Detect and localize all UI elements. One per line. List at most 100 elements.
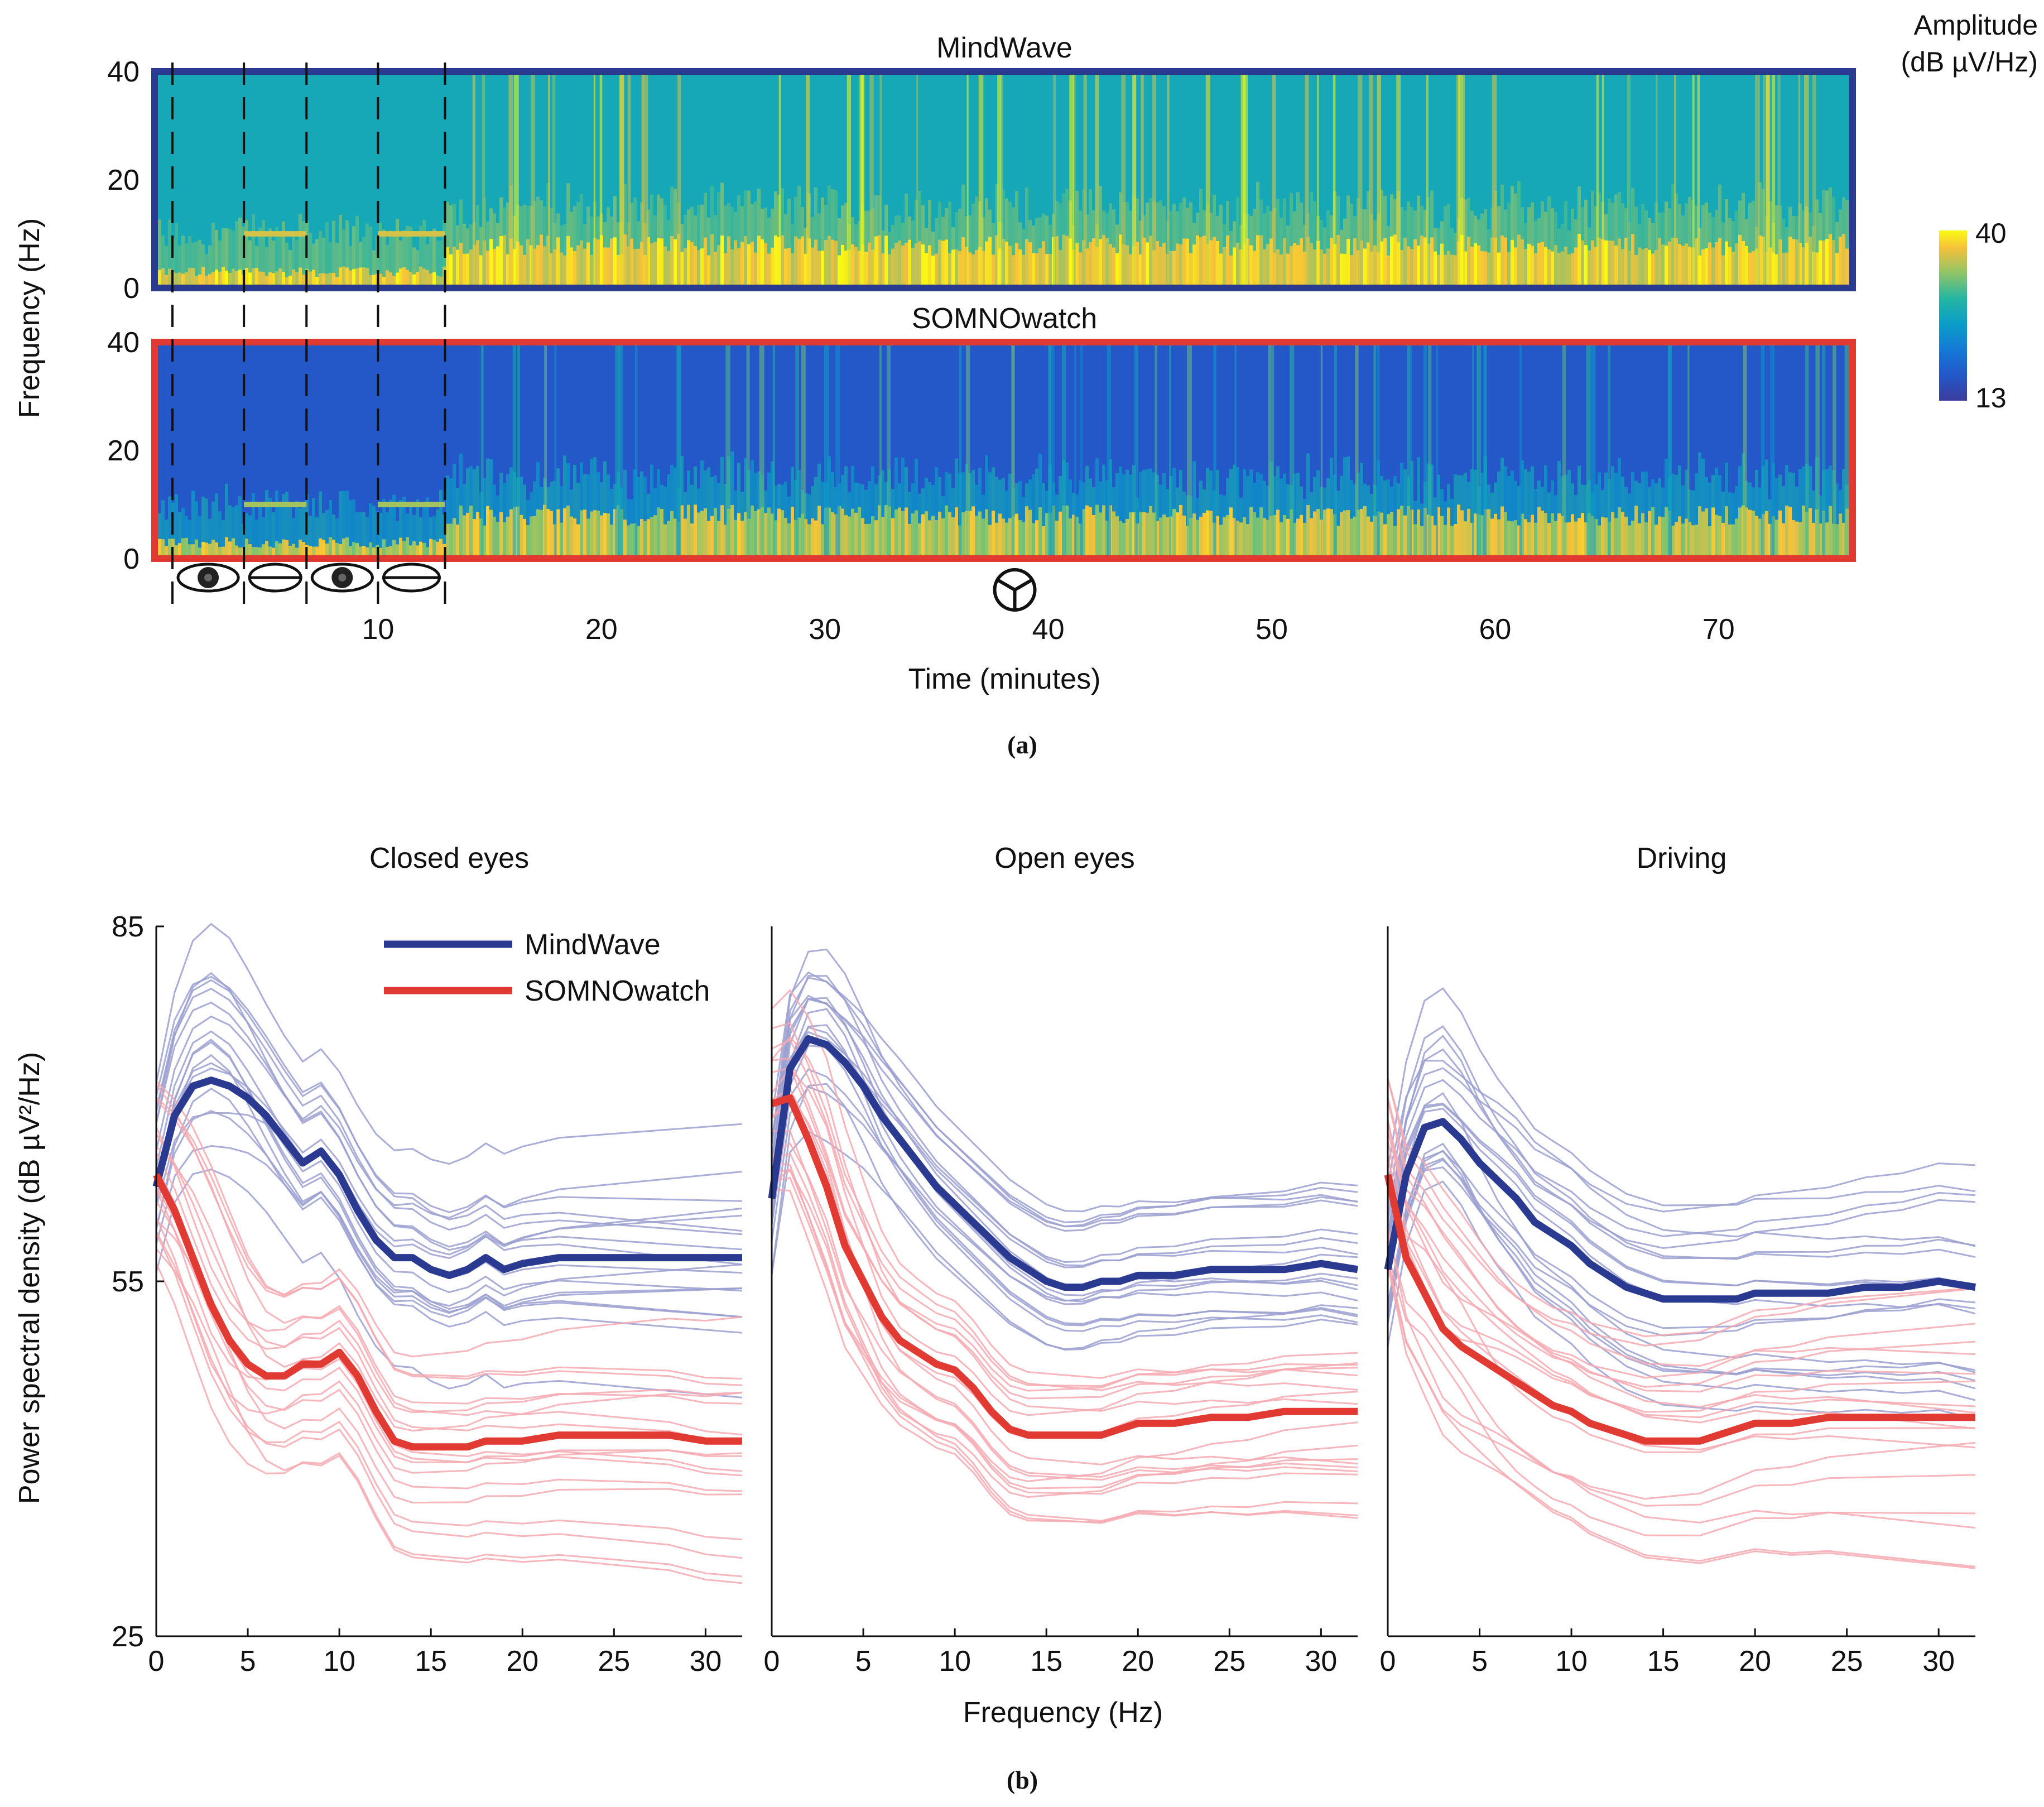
mindwave-mean-line [768, 1035, 1359, 1291]
closed-eye-icon [248, 563, 302, 593]
time-tick-label: 30 [809, 613, 841, 646]
subject-trace [155, 979, 743, 1213]
psd-x-tick-label: 30 [1305, 1645, 1337, 1678]
psd-x-axis-label: Frequency (Hz) [963, 1697, 1163, 1729]
time-axis: 10 20 30 40 50 60 70 [362, 613, 1734, 646]
subject-trace [1387, 1034, 1976, 1249]
spectrogram-y-tick: 40 [107, 326, 140, 359]
legend-mindwave-label: MindWave [525, 929, 661, 961]
subject-trace [1387, 1264, 1976, 1568]
subject-trace [771, 1068, 1358, 1416]
phase-icons [176, 563, 1037, 612]
subject-trace [1387, 1078, 1976, 1338]
subject-trace [1387, 1159, 1976, 1337]
subject-trace [155, 1087, 743, 1318]
subject-trace [1387, 1048, 1976, 1260]
time-tick-label: 70 [1702, 613, 1735, 646]
psd-x-tick-label: 15 [1647, 1645, 1680, 1678]
subject-trace [771, 1031, 1358, 1263]
subject-trace [1387, 1123, 1976, 1379]
subject-trace [1387, 1121, 1976, 1393]
subject-trace [155, 1084, 743, 1386]
subject-trace [771, 1142, 1358, 1489]
subject-trace [1387, 1261, 1976, 1569]
subject-trace [155, 1219, 743, 1504]
time-axis-label: Time (minutes) [908, 663, 1101, 695]
subject-trace [771, 1188, 1358, 1523]
subject-trace [155, 1097, 743, 1358]
spectrogram-y-axis-label: Frequency (Hz) [13, 218, 46, 418]
subject-trace [771, 1039, 1358, 1387]
psd-y-tick-label: 85 [112, 911, 144, 943]
subject-trace [1387, 1142, 1976, 1401]
colorbar-title-line1: Amplitude [1914, 9, 2038, 41]
mindwave-mean-line [152, 1076, 742, 1279]
subject-trace [155, 1015, 743, 1219]
subject-trace [155, 1099, 743, 1436]
subject-trace [1387, 1166, 1976, 1390]
psd-subplot: Open eyes 0 5 10 15 20 25 30 [764, 842, 1359, 1678]
subject-trace [771, 1035, 1358, 1400]
psd-subplot-title: Driving [1637, 842, 1727, 874]
spectrogram-y-tick: 0 [123, 272, 140, 305]
subject-trace [155, 975, 743, 1232]
subject-trace [155, 922, 743, 1165]
subject-trace [1387, 1067, 1976, 1215]
psd-x-tick-label: 15 [415, 1645, 447, 1678]
psd-x-tick-label: 0 [1380, 1645, 1396, 1678]
subject-trace [771, 994, 1358, 1228]
psd-x-tick-label: 20 [1739, 1645, 1771, 1678]
closed-eye-icon [382, 563, 441, 593]
subject-trace [1387, 1060, 1976, 1247]
subject-trace [771, 977, 1358, 1223]
mindwave-mean-line [1384, 1118, 1976, 1303]
subject-trace [1387, 1079, 1976, 1237]
subject-trace [771, 948, 1358, 1232]
subject-trace [1387, 987, 1976, 1207]
subject-trace [771, 989, 1358, 1379]
subject-trace [155, 1112, 743, 1260]
subject-trace [155, 1262, 743, 1578]
amplitude-colorbar: Amplitude (dB µV/Hz) 40 13 [1901, 9, 2038, 414]
subject-trace [155, 1152, 743, 1414]
subject-trace [771, 998, 1358, 1291]
subject-trace [771, 1066, 1358, 1392]
subject-trace [155, 1039, 743, 1318]
psd-legend: MindWave SOMNOwatch [384, 929, 710, 1007]
spectrogram-y-tick: 20 [107, 164, 140, 196]
subject-trace [155, 1127, 743, 1405]
somnowatch-spectrogram-frame [151, 339, 1856, 562]
psd-x-tick-label: 5 [855, 1645, 872, 1678]
somnowatch-mean-line [153, 1173, 742, 1451]
psd-x-tick-label: 0 [148, 1645, 165, 1678]
subject-trace [1387, 1097, 1976, 1347]
psd-subplot: Driving 0 5 10 15 20 25 30 [1380, 842, 1976, 1678]
psd-x-tick-label: 30 [689, 1645, 722, 1678]
subject-trace [1387, 1171, 1976, 1453]
psd-subplot-title: Closed eyes [369, 842, 529, 874]
subject-trace [1387, 1131, 1976, 1388]
subject-trace [771, 1022, 1358, 1391]
spectrogram-y-tick: 20 [107, 435, 140, 467]
psd-x-tick-label: 5 [1471, 1645, 1488, 1678]
psd-x-tick-label: 0 [764, 1645, 780, 1678]
subject-trace [771, 997, 1358, 1296]
colorbar-min-label: 13 [1975, 382, 2007, 414]
subject-trace [1387, 1227, 1976, 1529]
psd-x-tick-label: 25 [1213, 1645, 1245, 1678]
subject-trace [1387, 1156, 1976, 1413]
subject-trace [155, 1169, 743, 1398]
somnowatch-mean-line [771, 1094, 1358, 1439]
time-tick-label: 10 [362, 613, 394, 646]
subject-trace [771, 1045, 1358, 1332]
subject-trace [771, 1068, 1358, 1325]
psd-y-tick-label: 25 [112, 1621, 144, 1653]
subject-trace [1387, 1092, 1976, 1373]
subject-trace [1387, 1149, 1976, 1375]
subject-trace [1387, 1025, 1976, 1260]
subject-trace [155, 1030, 743, 1280]
subject-trace [1387, 1157, 1976, 1382]
panel-b-caption: (b) [1007, 1766, 1038, 1794]
subject-trace [1387, 1150, 1976, 1329]
psd-x-tick-label: 20 [506, 1645, 538, 1678]
